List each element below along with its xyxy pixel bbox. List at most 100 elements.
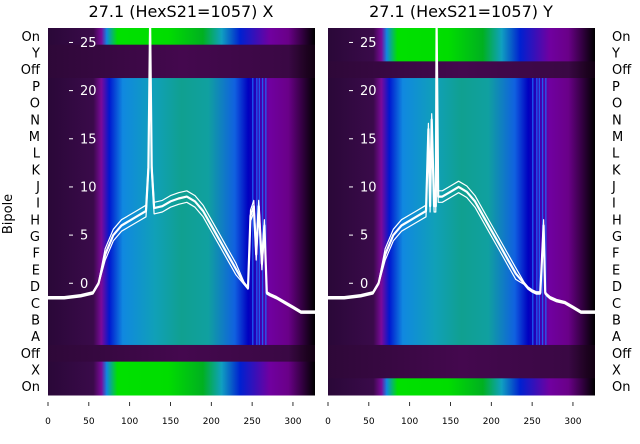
heatmap-row: [328, 144, 595, 162]
x-tick-label: 300: [564, 417, 581, 427]
heatmap-row: [48, 361, 315, 379]
row-label: Off: [612, 63, 632, 78]
row-label: F: [33, 247, 40, 262]
heatmap-row: [328, 261, 595, 279]
row-label: C: [612, 297, 621, 312]
x-tick-label: 150: [162, 417, 179, 427]
row-label: M: [612, 130, 623, 145]
overlay-y-tick-label: 5: [360, 229, 368, 244]
heatmap-row: [328, 94, 595, 112]
row-label: K: [31, 163, 40, 178]
row-label: Off: [21, 347, 41, 362]
row-label: B: [31, 313, 40, 328]
row-label: Off: [612, 347, 632, 362]
x-tick-label: 200: [203, 417, 220, 427]
row-label: O: [612, 97, 622, 112]
heatmap-row: [48, 61, 315, 79]
row-label: On: [612, 30, 630, 45]
spectral-stripe: [265, 78, 267, 345]
heatmap-row: [328, 28, 595, 46]
x-tick-label: 0: [325, 417, 331, 427]
overlay-y-tick-label: 20: [80, 84, 97, 99]
overlay-y-tick-label: 20: [360, 84, 377, 99]
heatmap-row: [48, 161, 315, 179]
overlay-y-tick-label: 0: [80, 277, 88, 292]
row-label: D: [612, 280, 622, 295]
row-label: A: [31, 330, 40, 345]
row-label: N: [30, 113, 40, 128]
overlay-y-tick-label: 10: [80, 180, 97, 195]
y-axis-label: Bipole: [1, 194, 16, 234]
row-label: G: [30, 230, 40, 245]
x-tick-label: 100: [401, 417, 418, 427]
heatmap-row: [328, 344, 595, 363]
x-tick-label: 50: [83, 417, 95, 427]
heatmap-row: [328, 361, 595, 379]
heatmap-row: [328, 44, 595, 62]
row-label: G: [612, 230, 622, 245]
heatmap-row: [328, 111, 595, 129]
row-label: K: [612, 163, 621, 178]
heatmap-row: [328, 244, 595, 263]
heatmap-row: [48, 211, 315, 229]
heatmap-row: [48, 378, 315, 396]
row-label: I: [36, 197, 40, 212]
heatmap-row: [48, 178, 315, 196]
overlay-line: [328, 28, 595, 314]
heatmap-row: [48, 294, 315, 313]
row-label: J: [35, 180, 40, 195]
panel-title-y: 27.1 (HexS21=1057) Y: [369, 2, 553, 21]
x-tick-label: 0: [45, 417, 51, 427]
heatmap-row: [48, 344, 315, 363]
heatmap-row: [48, 111, 315, 129]
overlay-y-tick-label: 0: [360, 277, 368, 292]
row-label: E: [32, 263, 40, 278]
heatmap-row: [328, 311, 595, 329]
heatmap-row: [48, 78, 315, 96]
heatmap-row: [328, 161, 595, 179]
heatmap-row: [48, 144, 315, 162]
heatmap-row: [328, 278, 595, 296]
spectral-stripe: [536, 78, 538, 345]
row-label: On: [22, 30, 40, 45]
heatmap-row: [328, 178, 595, 196]
overlay-y-tick-label: 15: [360, 132, 377, 147]
x-tick-label: 50: [363, 417, 375, 427]
row-label: P: [612, 80, 620, 95]
row-label: C: [31, 297, 40, 312]
x-tick-label: 250: [244, 417, 261, 427]
row-label: H: [612, 213, 622, 228]
panel-title-x: 27.1 (HexS21=1057) X: [89, 2, 274, 21]
row-label: On: [22, 380, 40, 395]
heatmap-row: [328, 294, 595, 313]
spectral-stripe: [532, 78, 534, 345]
spectral-stripe: [541, 78, 544, 345]
heatmap-row: [328, 128, 595, 146]
x-tick-label: 150: [442, 417, 459, 427]
row-label: F: [612, 247, 619, 262]
row-label: D: [30, 280, 40, 295]
overlay-y-tick-label: 15: [80, 132, 97, 147]
overlay-y-tick-label: 10: [360, 180, 377, 195]
row-label: On: [612, 380, 630, 395]
row-label: I: [612, 197, 616, 212]
row-label: L: [612, 147, 620, 162]
row-label: M: [29, 130, 40, 145]
row-label: X: [612, 363, 621, 378]
x-tick-label: 300: [284, 417, 301, 427]
spectral-stripe: [545, 78, 547, 345]
row-label: H: [30, 213, 40, 228]
heatmap-row: [328, 378, 595, 396]
heatmap-row: [48, 244, 315, 263]
spectral-stripe: [538, 78, 540, 345]
row-label: Y: [31, 47, 40, 62]
x-tick-label: 200: [483, 417, 500, 427]
heatmap-row: [328, 61, 595, 79]
overlay-line: [48, 28, 315, 314]
heatmap-row: [328, 328, 595, 346]
spectral-stripe: [256, 78, 258, 345]
row-label: E: [612, 263, 620, 278]
